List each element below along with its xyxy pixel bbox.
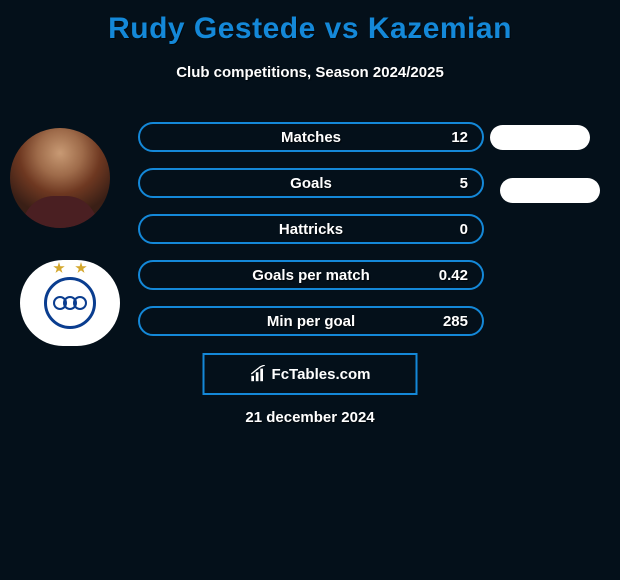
stat-value: 0.42 — [439, 267, 468, 284]
stat-label: Goals — [290, 175, 332, 192]
player-1-avatar — [10, 128, 110, 228]
stat-label: Matches — [281, 129, 341, 146]
stat-value: 285 — [443, 313, 468, 330]
stat-label: Hattricks — [279, 221, 343, 238]
club-badge-icon — [44, 277, 96, 329]
subtitle: Club competitions, Season 2024/2025 — [0, 64, 620, 81]
stat-bar-hattricks: Hattricks 0 — [138, 214, 484, 244]
source-label: FcTables.com — [272, 366, 371, 383]
date-label: 21 december 2024 — [245, 409, 374, 426]
player-2-club-logo — [20, 260, 120, 346]
stat-value: 12 — [451, 129, 468, 146]
stat-bar-goals: Goals 5 — [138, 168, 484, 198]
stat-bar-goals-per-match: Goals per match 0.42 — [138, 260, 484, 290]
source-box: FcTables.com — [203, 353, 418, 395]
stat-value: 0 — [460, 221, 468, 238]
stat-bar-matches: Matches 12 — [138, 122, 484, 152]
stat-label: Goals per match — [252, 267, 370, 284]
stats-bars: Matches 12 Goals 5 Hattricks 0 Goals per… — [138, 122, 484, 352]
stat-label: Min per goal — [267, 313, 355, 330]
stat-bar-min-per-goal: Min per goal 285 — [138, 306, 484, 336]
chart-icon — [250, 365, 268, 383]
player-2-pill-goals — [500, 178, 600, 203]
player-2-pill-matches — [490, 125, 590, 150]
comparison-title: Rudy Gestede vs Kazemian — [0, 0, 620, 46]
stat-value: 5 — [460, 175, 468, 192]
